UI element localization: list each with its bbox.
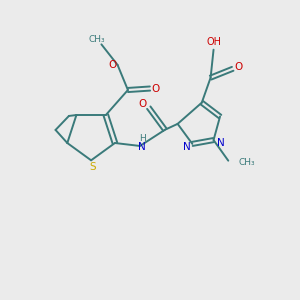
Text: N: N — [183, 142, 190, 152]
Text: O: O — [235, 62, 243, 72]
Text: O: O — [108, 60, 116, 70]
Text: S: S — [89, 162, 96, 172]
Text: O: O — [139, 99, 147, 109]
Text: OH: OH — [206, 37, 221, 47]
Text: CH₃: CH₃ — [238, 158, 255, 167]
Text: N: N — [137, 142, 145, 152]
Text: O: O — [152, 83, 160, 94]
Text: CH₃: CH₃ — [89, 35, 105, 44]
Text: H: H — [139, 134, 146, 143]
Text: N: N — [217, 138, 225, 148]
